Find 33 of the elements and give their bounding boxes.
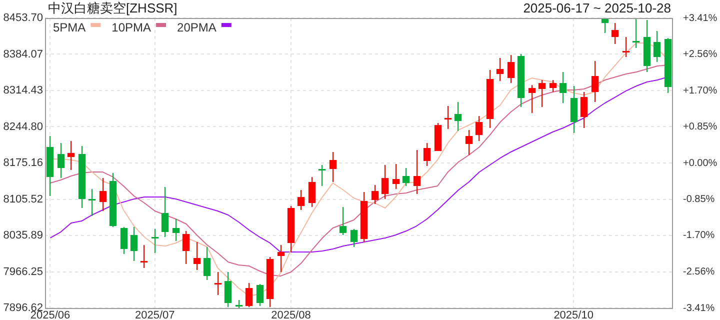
- candlestick: [140, 245, 148, 268]
- y2-tick-label: +1.70%: [683, 85, 718, 96]
- x-tick-label: 2025/10: [554, 310, 594, 320]
- legend-label: 5PMA: [53, 20, 86, 34]
- y-tick-label: 8035.89: [3, 230, 43, 242]
- chart-subtitle: 2025-06-17 ~ 2025-10-28: [523, 0, 671, 16]
- y2-tick-label: +0.00%: [683, 158, 718, 169]
- y-tick-label: 8175.16: [3, 157, 43, 170]
- y2-tick-label: -1.70%: [683, 230, 715, 242]
- x-tick-label: 2025/07: [135, 310, 175, 320]
- y2-tick-label: -0.85%: [683, 194, 715, 205]
- candlestick: [622, 37, 630, 57]
- y-tick-label: 8105.52: [3, 193, 43, 206]
- candlestick: [151, 228, 159, 253]
- legend-label: 20PMA: [177, 20, 216, 34]
- y2-tick-label: -2.56%: [683, 266, 715, 278]
- x-tick-label: 2025/08: [271, 310, 311, 320]
- y2-tick-label: +3.41%: [683, 12, 718, 24]
- candlestick: [214, 272, 222, 295]
- y2-tick-label: -3.41%: [683, 302, 715, 314]
- candlestick: [444, 106, 452, 130]
- y2-tick-label: +2.56%: [683, 48, 718, 60]
- chart-title: 中汉白糖卖空[ZHSSR]: [48, 0, 178, 16]
- y-tick-label: 8453.70: [3, 12, 43, 24]
- y-tick-label: 7966.25: [3, 266, 43, 278]
- y-tick-label: 8244.80: [3, 120, 43, 133]
- candlestick: [318, 165, 326, 186]
- y-tick-label: 8314.43: [3, 84, 43, 97]
- y-tick-label: 8384.07: [3, 48, 43, 60]
- candlestick: [632, 18, 640, 48]
- legend-label: 10PMA: [112, 20, 152, 34]
- y2-tick-label: +0.85%: [683, 122, 718, 133]
- candlestick: [88, 189, 96, 216]
